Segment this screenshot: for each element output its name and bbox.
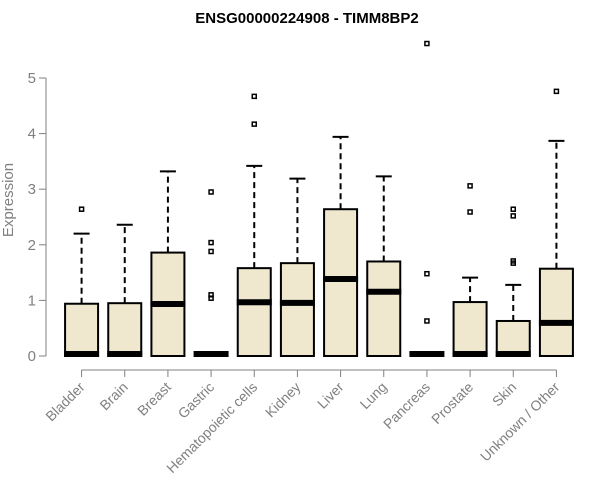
box-group [366, 175, 402, 358]
box-group [236, 93, 272, 358]
x-tick-label: Liver [314, 379, 347, 412]
box-iqr [323, 208, 359, 357]
box-group [150, 170, 186, 357]
outlier-point [208, 189, 214, 195]
x-tick-label: Bladder [42, 379, 88, 425]
box-iqr [236, 267, 272, 358]
box-iqr [64, 302, 100, 357]
box-iqr [366, 260, 402, 358]
box-iqr [107, 302, 143, 357]
box-group [323, 135, 359, 357]
chart-title: ENSG00000224908 - TIMM8BP2 [195, 10, 418, 27]
outlier-point [424, 270, 430, 277]
outlier-point [251, 93, 257, 100]
x-tick-label: Breast [134, 379, 174, 419]
y-tick-label: 4 [28, 126, 36, 143]
x-tick-label: Pancreas [380, 379, 433, 432]
box-group [538, 88, 574, 358]
box-group [452, 183, 488, 357]
y-tick-label: 2 [28, 237, 36, 254]
y-tick-label: 5 [28, 70, 36, 87]
box-group [64, 206, 100, 357]
outlier-point [208, 248, 214, 255]
x-tick-label: Unknown / Other [477, 379, 563, 465]
outlier-point [467, 183, 473, 189]
y-tick-label: 1 [28, 292, 36, 309]
box-iqr [538, 267, 574, 358]
x-tick-label: Lung [357, 379, 390, 412]
outlier-point [424, 318, 430, 324]
box-group [409, 40, 445, 357]
outlier-point [553, 88, 560, 95]
boxes [64, 40, 574, 358]
outlier-point [510, 206, 516, 212]
outlier-point [510, 213, 516, 219]
y-axis-label: Expression [0, 163, 17, 237]
outlier-point [510, 258, 516, 264]
box-group [279, 177, 315, 358]
box-group [107, 223, 143, 357]
outlier-point [208, 239, 214, 246]
x-tick-label: Gastric [175, 379, 218, 422]
x-tick-label: Kidney [262, 379, 304, 421]
box-group [193, 189, 229, 357]
outlier-point [208, 292, 214, 298]
x-tick-label: Prostate [428, 379, 476, 427]
y-tick-label: 3 [28, 181, 36, 198]
box-group [495, 206, 531, 357]
y-tick-label: 0 [28, 348, 36, 365]
x-tick-label: Brain [96, 379, 130, 413]
outlier-point [467, 209, 473, 215]
box-iqr [495, 319, 531, 357]
y-axis: 0 1 2 3 4 5 [28, 70, 47, 365]
box-iqr [452, 301, 488, 357]
outlier-point [251, 121, 257, 127]
x-tick-label: Skin [489, 379, 520, 410]
box-iqr [279, 262, 315, 358]
outlier-point [78, 206, 85, 212]
outlier-point [424, 40, 430, 47]
